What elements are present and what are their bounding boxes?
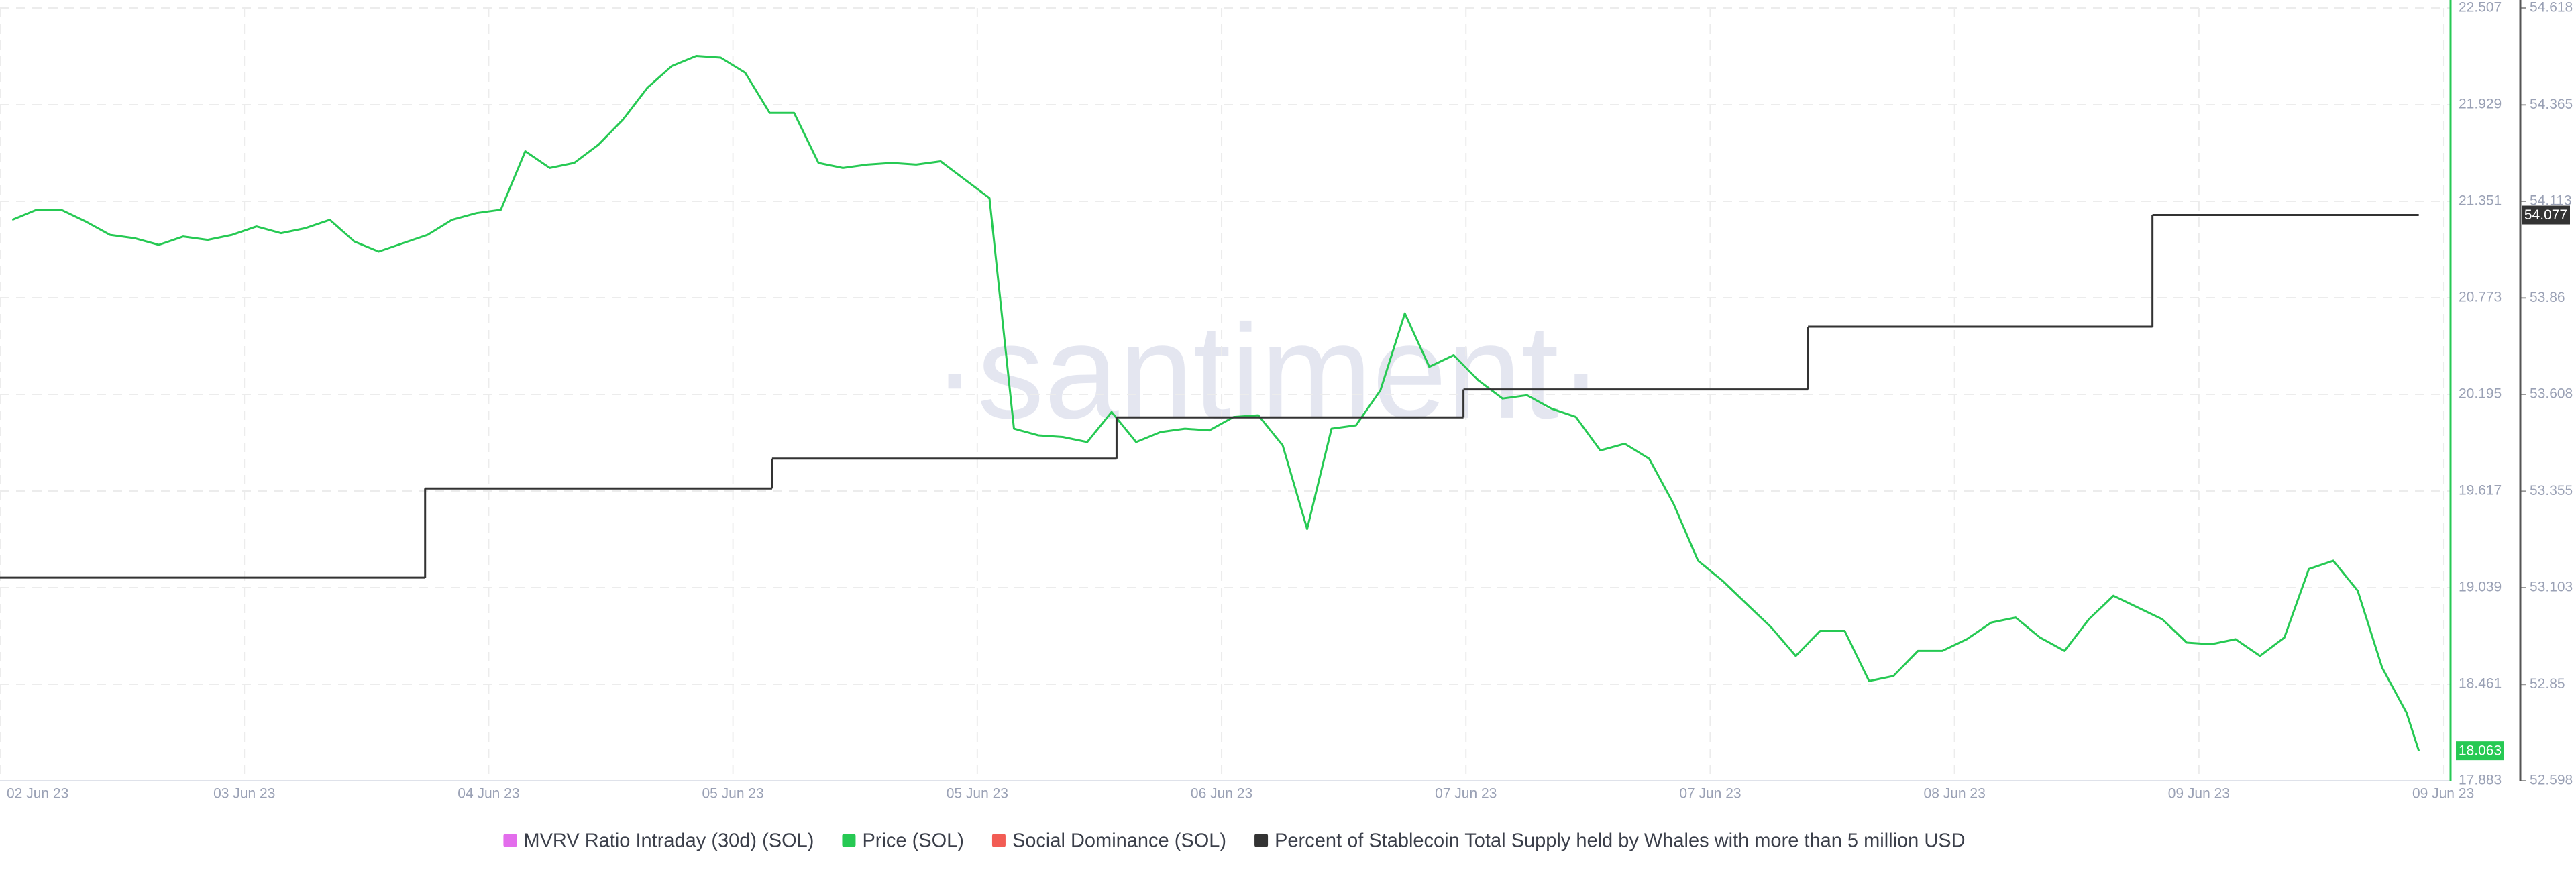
legend-label: MVRV Ratio Intraday (30d) (SOL) [523,830,814,852]
legend-swatch [1254,834,1269,847]
legend-swatch [842,834,856,847]
y2-tick-label: 54.365 [2530,97,2573,112]
x-tick-label: 05 Jun 23 [702,786,763,802]
legend-swatch [991,834,1006,847]
x-tick-label: 07 Jun 23 [1679,786,1741,802]
y-tick-label: 19.039 [2459,580,2502,595]
x-tick-label: 04 Jun 23 [458,786,519,802]
y-tick-label: 17.883 [2459,773,2502,788]
x-tick-label: 03 Jun 23 [213,786,275,802]
x-tick-label: 08 Jun 23 [1924,786,1986,802]
y-tick-label: 20.195 [2459,386,2502,402]
x-tick-label: 09 Jun 23 [2168,786,2230,802]
y-tick-label: 21.929 [2459,97,2502,112]
watermark: ·santiment· [932,297,1603,447]
legend-swatch [503,834,517,847]
y2-tick-label: 53.103 [2530,580,2573,595]
x-tick-label: 09 Jun 23 [2412,786,2474,802]
y-tick-label: 21.351 [2459,193,2502,209]
y-tick-label: 18.461 [2459,676,2502,692]
y2-tick-label: 53.608 [2530,386,2573,402]
legend: MVRV Ratio Intraday (30d) (SOL) Price (SO… [503,830,1966,852]
last-value-badge: 54.077 [2522,205,2570,225]
x-tick-label: 06 Jun 23 [1191,786,1252,802]
y2-tick-label: 54.113 [2530,193,2572,209]
legend-label: Percent of Stablecoin Total Supply held … [1275,830,1966,852]
y2-tick-label: 53.86 [2530,290,2565,305]
x-tick-label: 07 Jun 23 [1435,786,1497,802]
legend-label: Social Dominance (SOL) [1012,830,1226,852]
y2-tick-label: 53.355 [2530,483,2573,498]
y-tick-label: 22.507 [2459,0,2502,15]
x-tick-label: 02 Jun 23 [7,786,68,802]
badge-bg [2456,741,2504,761]
y2-tick-label: 54.618 [2530,0,2573,15]
y-tick-label: 19.617 [2459,483,2502,498]
badge-bg [2522,205,2570,225]
price-line [11,55,2420,751]
y-tick-label: 20.773 [2459,290,2502,305]
x-tick-label: 05 Jun 23 [947,786,1008,802]
badge-label: 54.077 [2524,207,2567,223]
y2-tick-label: 52.598 [2530,773,2573,788]
legend-label: Price (SOL) [862,830,963,852]
badge-label: 18.063 [2459,743,2502,759]
y2-tick-label: 52.85 [2530,676,2565,692]
last-value-badge: 18.063 [2456,741,2504,761]
